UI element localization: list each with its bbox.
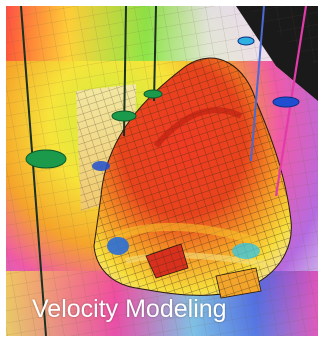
well-line xyxy=(20,6,47,336)
well-marker-green xyxy=(143,89,163,99)
velocity-model-image: Velocity Modeling xyxy=(6,6,318,336)
well-line xyxy=(153,6,157,102)
well-line xyxy=(250,6,265,162)
ridge-highlight xyxy=(153,107,243,148)
velocity-model-render xyxy=(6,6,318,336)
well-marker-blue xyxy=(272,96,300,108)
low-velocity-pocket xyxy=(107,237,129,255)
well-marker-green xyxy=(25,149,67,169)
image-caption: Velocity Modeling xyxy=(32,295,227,323)
well-marker-green xyxy=(111,110,137,122)
well-marker-blue xyxy=(237,36,255,46)
